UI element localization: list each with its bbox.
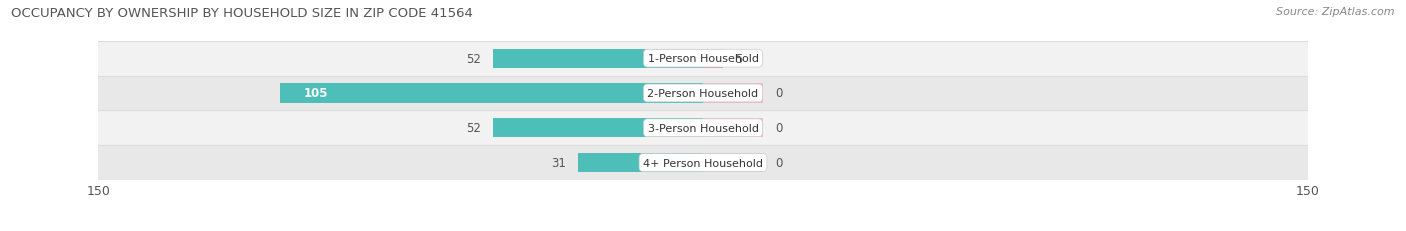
Bar (98, 42, 1308, 76)
Text: 1-Person Household: 1-Person Household (648, 54, 758, 64)
Bar (98, 76, 1308, 111)
Text: 105: 105 (304, 87, 329, 100)
Bar (703, 119, 763, 138)
Bar (703, 153, 763, 172)
Text: 4+ Person Household: 4+ Person Household (643, 158, 763, 168)
Text: 5: 5 (735, 52, 742, 65)
Bar (703, 84, 763, 103)
Text: 52: 52 (467, 122, 481, 135)
Bar (578, 153, 703, 172)
Bar (703, 49, 723, 68)
Text: 52: 52 (467, 52, 481, 65)
Text: 2-Person Household: 2-Person Household (647, 88, 759, 99)
Bar (494, 119, 703, 138)
Text: 0: 0 (776, 122, 783, 135)
Text: OCCUPANCY BY OWNERSHIP BY HOUSEHOLD SIZE IN ZIP CODE 41564: OCCUPANCY BY OWNERSHIP BY HOUSEHOLD SIZE… (11, 7, 474, 20)
Bar (98, 111, 1308, 146)
Bar (280, 84, 703, 103)
Text: 3-Person Household: 3-Person Household (648, 123, 758, 133)
Text: Source: ZipAtlas.com: Source: ZipAtlas.com (1277, 7, 1395, 17)
Bar (98, 146, 1308, 180)
Bar (494, 49, 703, 68)
Text: 0: 0 (776, 156, 783, 169)
Text: 0: 0 (776, 87, 783, 100)
Text: 31: 31 (551, 156, 567, 169)
